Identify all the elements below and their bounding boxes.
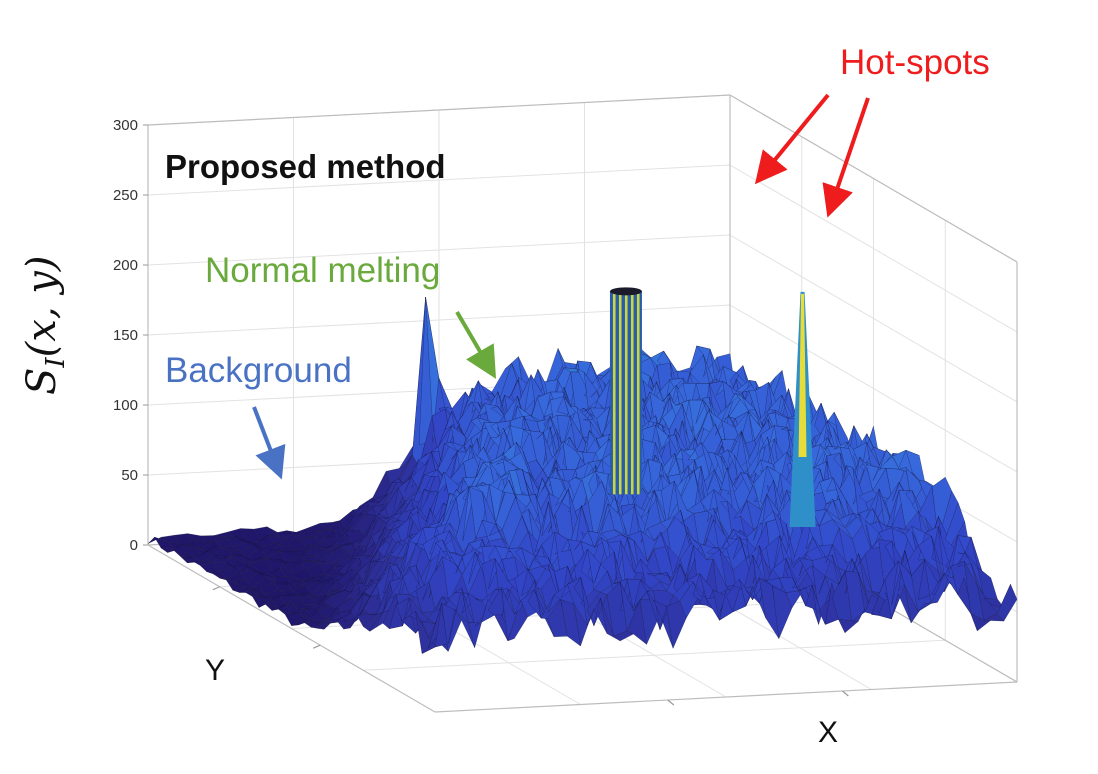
hot-spot-peak [789, 291, 816, 528]
axis-edge [147, 544, 436, 713]
hot-spot-peaks [609, 287, 816, 528]
z-tick-label: 0 [130, 537, 138, 554]
peak-top [609, 287, 642, 296]
hot-spot-arrow-1 [754, 93, 830, 185]
peak-stripe [618, 293, 622, 495]
z-tick-label: 100 [113, 397, 138, 414]
annotation-background: Background [165, 351, 352, 390]
surface-cell [838, 619, 859, 634]
y-tick-mark [212, 586, 220, 591]
x-tick-mark [667, 699, 675, 706]
z-tick-label: 150 [113, 327, 138, 344]
peak-stripe [630, 293, 634, 495]
chart-title: Proposed method [165, 148, 446, 185]
y-axis-label: Y [205, 654, 225, 687]
z-axis-label-sub: I [41, 357, 71, 369]
annotation-normal-melting: Normal melting [205, 251, 440, 290]
peak-stripe [624, 293, 628, 495]
z-tick-label: 300 [113, 117, 138, 134]
y-tick-mark [312, 644, 321, 649]
hot-spot-peak [609, 287, 642, 495]
surface-cell [997, 583, 1018, 622]
grid-line-floor [363, 639, 946, 671]
z-tick-label: 50 [121, 467, 138, 484]
z-axis-label: SI(x, y) [19, 256, 71, 395]
z-axis-label-args: (x, y) [19, 256, 65, 358]
z-tick-labels: 0 50 100 150 200 250 300 [113, 117, 148, 554]
axis-edge [147, 94, 731, 126]
normal-melting-arrow [455, 310, 497, 379]
z-axis-label-main: S [19, 368, 65, 395]
x-axis-label: X [818, 716, 838, 749]
background-arrow [252, 406, 286, 480]
axis-edge [729, 94, 1018, 263]
z-tick-label: 200 [113, 257, 138, 274]
peak-stripe [636, 293, 640, 495]
peak-stripe [612, 293, 616, 495]
axis-edge [434, 681, 1018, 713]
annotation-hot-spots: Hot-spots [840, 43, 990, 82]
peak-spike-highlight [798, 293, 807, 458]
z-tick-label: 250 [113, 187, 138, 204]
hot-spot-arrow-2 [822, 97, 870, 218]
x-tick-mark [842, 690, 849, 697]
